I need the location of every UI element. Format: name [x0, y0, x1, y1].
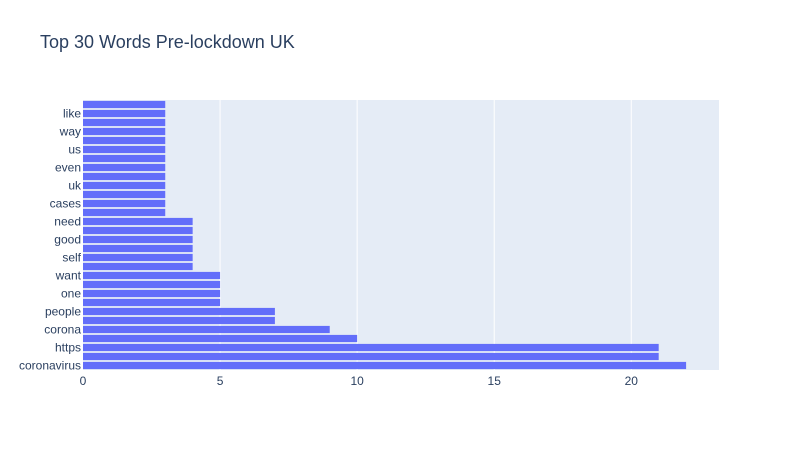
bar [83, 343, 659, 352]
bar [83, 163, 166, 172]
x-tick-label: 15 [488, 374, 502, 388]
bar [83, 289, 221, 298]
y-tick-label: coronavirus [19, 359, 81, 373]
y-tick-label: even [55, 161, 81, 175]
bar [83, 325, 330, 334]
bar [83, 217, 193, 226]
y-tick-label: us [68, 143, 81, 157]
y-tick-label: good [54, 233, 81, 247]
x-tick-label: 0 [80, 374, 87, 388]
bar [83, 271, 221, 280]
bar [83, 109, 166, 118]
bar [83, 118, 166, 127]
bar [83, 100, 166, 109]
chart-title: Top 30 Words Pre-lockdown UK [40, 32, 295, 52]
bar [83, 154, 166, 163]
bar [83, 307, 275, 316]
x-tick-label: 10 [350, 374, 364, 388]
y-tick-label: one [61, 287, 81, 301]
y-tick-label: want [55, 269, 82, 283]
bar [83, 199, 166, 208]
y-tick-label: like [63, 107, 81, 121]
bar [83, 208, 166, 217]
y-tick-label: people [45, 305, 81, 319]
y-tick-label: https [55, 341, 81, 355]
y-tick-label: need [54, 215, 81, 229]
y-tick-label: self [62, 251, 81, 265]
y-tick-label: uk [68, 179, 82, 193]
bar [83, 172, 166, 181]
bar [83, 262, 193, 271]
bar [83, 316, 275, 325]
bar [83, 253, 193, 262]
plot-area [83, 100, 719, 370]
x-tick-label: 20 [625, 374, 639, 388]
bar [83, 226, 193, 235]
bar [83, 361, 687, 370]
y-tick-label: way [59, 125, 81, 139]
x-tick-label: 5 [217, 374, 224, 388]
bar [83, 190, 166, 199]
bar [83, 145, 166, 154]
bar [83, 298, 221, 307]
bar [83, 352, 659, 361]
y-tick-label: corona [44, 323, 81, 337]
bar [83, 235, 193, 244]
bar [83, 244, 193, 253]
bar [83, 127, 166, 136]
bar [83, 280, 221, 289]
bar [83, 334, 358, 343]
bar [83, 181, 166, 190]
bar [83, 136, 166, 145]
y-tick-label: cases [50, 197, 81, 211]
